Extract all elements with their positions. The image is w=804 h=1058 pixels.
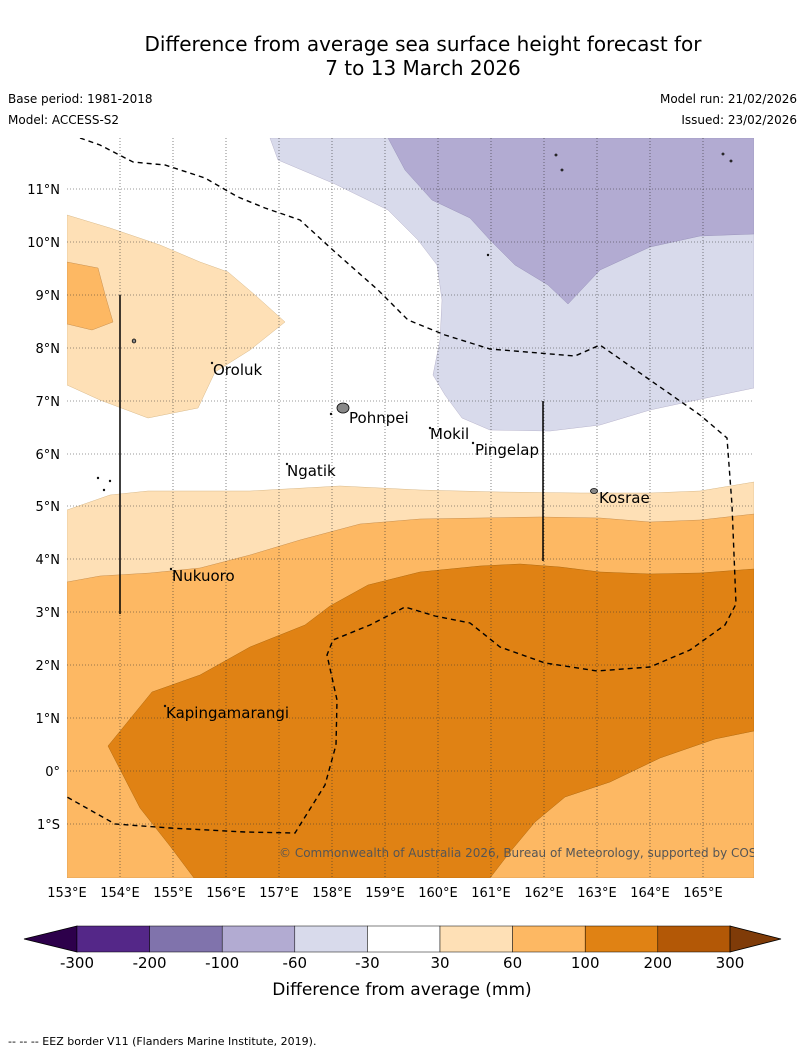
kosrae-island — [590, 488, 598, 494]
lon-label: 154°E — [100, 886, 140, 901]
colorbar-tick-label: 200 — [643, 954, 672, 972]
colorbar-tick-label: -30 — [355, 954, 380, 972]
colorbar-tick-label: 60 — [503, 954, 522, 972]
title-line-2: 7 to 13 March 2026 — [325, 56, 521, 80]
lat-label: 4°N — [36, 553, 61, 568]
place-labels: Oroluk Pohnpei Mokil Pingelap Ngatik Kos… — [166, 361, 650, 722]
colorbar-bin — [221, 925, 296, 953]
copyright-text: © Commonwealth of Australia 2026, Bureau… — [279, 846, 784, 860]
lat-label: 1°S — [37, 818, 60, 833]
anomaly-region-pos-60-100-west — [67, 261, 114, 331]
lon-label: 162°E — [524, 886, 564, 901]
latitude-gridlines — [67, 188, 754, 825]
lat-label: 5°N — [36, 500, 61, 515]
colorbar-bin — [294, 925, 368, 953]
longitude-gridlines — [119, 138, 704, 878]
colorbar-tick-label: 300 — [716, 954, 745, 972]
lat-label: 2°N — [36, 659, 61, 674]
anomaly-region-pos-100-200-south — [107, 563, 754, 878]
lon-label: 155°E — [153, 886, 193, 901]
colorbar-tick-label: -60 — [283, 954, 308, 972]
title-line-1: Difference from average sea surface heig… — [144, 32, 702, 56]
lon-label: 163°E — [577, 886, 617, 901]
label-pohnpei: Pohnpei — [349, 409, 409, 427]
colorbar-tick-label: -100 — [205, 954, 239, 972]
lat-label: 7°N — [36, 395, 61, 410]
lat-label: 0° — [45, 765, 60, 780]
lon-label: 159°E — [365, 886, 405, 901]
chart-title: Difference from average sea surface heig… — [0, 32, 804, 80]
label-ngatik: Ngatik — [287, 462, 336, 480]
latitude-labels: 11°N 10°N 9°N 8°N 7°N 6°N 5°N 4°N 3°N 2°… — [27, 183, 60, 833]
anomaly-region-pos-30-60-west — [67, 214, 286, 419]
colorbar-tick-label: 30 — [430, 954, 449, 972]
model-name: Model: ACCESS-S2 — [8, 113, 120, 127]
pohnpei-island — [336, 402, 350, 414]
colorbar-bin — [76, 925, 150, 953]
colorbar-bin — [512, 925, 586, 953]
lon-label: 156°E — [206, 886, 246, 901]
colorbar-extend-max — [729, 925, 782, 953]
colorbar-extend-min — [23, 925, 78, 953]
base-period: Base period: 1981-2018 — [8, 92, 153, 106]
label-kapingamarangi: Kapingamarangi — [166, 704, 289, 722]
colorbar-bin — [149, 925, 223, 953]
lat-label: 11°N — [27, 183, 60, 198]
issued-date: Issued: 23/02/2026 — [681, 113, 797, 127]
colorbar-ticks: -300 -200 -100 -60 -30 30 60 100 200 300 — [60, 954, 744, 972]
lon-label: 160°E — [418, 886, 458, 901]
lon-label: 158°E — [312, 886, 352, 901]
lat-label: 3°N — [36, 606, 61, 621]
lon-label: 165°E — [683, 886, 723, 901]
label-mokil: Mokil — [430, 425, 469, 443]
colorbar-bin — [584, 925, 659, 953]
eez-border-north — [67, 138, 737, 834]
colorbar: -300 -200 -100 -60 -30 30 60 100 200 300… — [23, 925, 782, 1000]
lat-label: 9°N — [36, 289, 61, 304]
label-nukuoro: Nukuoro — [172, 567, 235, 585]
lat-label: 10°N — [27, 236, 60, 251]
colorbar-bin — [657, 925, 731, 953]
colorbar-tick-label: 100 — [571, 954, 600, 972]
label-pingelap: Pingelap — [475, 441, 539, 459]
colorbar-label: Difference from average (mm) — [272, 980, 531, 1000]
islands — [96, 152, 733, 708]
eez-footnote: -- -- -- EEZ border V11 (Flanders Marine… — [8, 1035, 317, 1048]
map-plot-area: Oroluk Pohnpei Mokil Pingelap Ngatik Kos… — [67, 138, 784, 878]
colorbar-bin — [439, 925, 513, 953]
model-run: Model run: 21/02/2026 — [659, 92, 797, 106]
lon-label: 164°E — [630, 886, 670, 901]
lon-label: 153°E — [47, 886, 87, 901]
lat-label: 6°N — [36, 448, 61, 463]
anomaly-region-neg-100-60 — [387, 138, 754, 305]
lon-label: 157°E — [259, 886, 299, 901]
colorbar-tick-label: -300 — [60, 954, 94, 972]
lon-label: 161°E — [471, 886, 511, 901]
small-island-west — [131, 338, 137, 344]
label-oroluk: Oroluk — [213, 361, 262, 379]
longitude-labels: 153°E 154°E 155°E 156°E 157°E 158°E 159°… — [47, 886, 723, 901]
lat-label: 8°N — [36, 342, 61, 357]
lat-label: 1°N — [36, 712, 61, 727]
colorbar-bin — [367, 925, 441, 953]
colorbar-tick-label: -200 — [133, 954, 167, 972]
label-kosrae: Kosrae — [599, 489, 650, 507]
